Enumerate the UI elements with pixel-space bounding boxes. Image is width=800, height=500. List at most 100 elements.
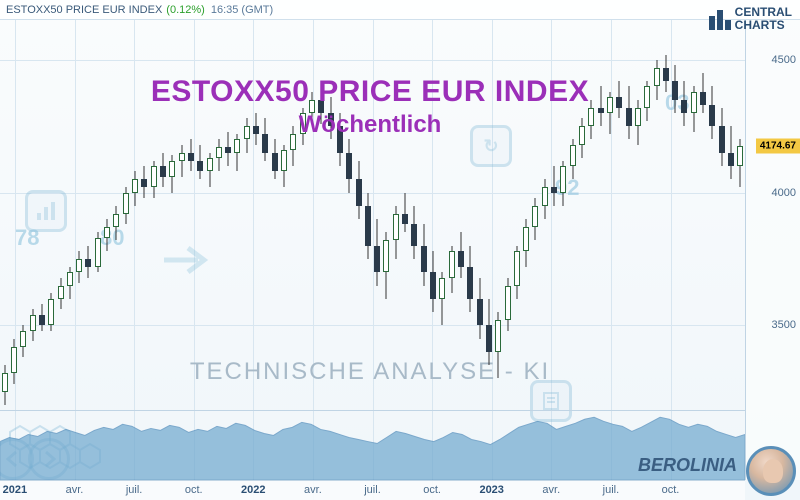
- candle: [374, 20, 380, 405]
- candle: [30, 20, 36, 405]
- candle: [169, 20, 175, 405]
- y-axis: 3500 4000 4500: [745, 20, 800, 480]
- candle: [356, 20, 362, 405]
- candle: [681, 20, 687, 405]
- brand-text: CENTRAL CHARTS: [735, 6, 792, 31]
- header-symbol: ESTOXX50 PRICE EUR INDEX: [6, 4, 162, 16]
- y-tick: 4500: [772, 54, 796, 66]
- candle: [11, 20, 17, 405]
- candle: [207, 20, 213, 405]
- candle: [486, 20, 492, 405]
- x-tick: juil.: [364, 484, 381, 496]
- candle: [551, 20, 557, 405]
- candle: [253, 20, 259, 405]
- candle: [365, 20, 371, 405]
- candle: [411, 20, 417, 405]
- candle: [290, 20, 296, 405]
- candle: [654, 20, 660, 405]
- branding-tag: BEROLINIA: [638, 455, 737, 476]
- candle: [542, 20, 548, 405]
- candle: [216, 20, 222, 405]
- candle: [262, 20, 268, 405]
- price-badge: 4174.67: [756, 139, 800, 154]
- candle: [197, 20, 203, 405]
- candle: [728, 20, 734, 405]
- volume-area: [0, 417, 745, 480]
- candle: [477, 20, 483, 405]
- candle: [523, 20, 529, 405]
- candle: [85, 20, 91, 405]
- price-chart[interactable]: [0, 20, 745, 405]
- candle: [616, 20, 622, 405]
- candle: [151, 20, 157, 405]
- x-tick: avr.: [304, 484, 322, 496]
- candle: [495, 20, 501, 405]
- x-tick: oct.: [185, 484, 203, 496]
- candle: [318, 20, 324, 405]
- x-tick: oct.: [662, 484, 680, 496]
- candle: [281, 20, 287, 405]
- volume-svg: [0, 411, 745, 480]
- candle: [67, 20, 73, 405]
- header-time: 16:35 (GMT): [211, 4, 273, 16]
- candle: [458, 20, 464, 405]
- brand-line1: CENTRAL: [735, 6, 792, 19]
- candle: [421, 20, 427, 405]
- y-tick: 3500: [772, 319, 796, 331]
- candle: [234, 20, 240, 405]
- candle: [579, 20, 585, 405]
- candle: [58, 20, 64, 405]
- candle: [225, 20, 231, 405]
- candle: [104, 20, 110, 405]
- candle: [179, 20, 185, 405]
- candle: [328, 20, 334, 405]
- candle: [672, 20, 678, 405]
- candle: [123, 20, 129, 405]
- candle: [132, 20, 138, 405]
- candle: [48, 20, 54, 405]
- candle: [244, 20, 250, 405]
- candle: [663, 20, 669, 405]
- x-tick: 2021: [3, 484, 27, 496]
- candle: [39, 20, 45, 405]
- x-tick: avr.: [66, 484, 84, 496]
- candle: [607, 20, 613, 405]
- brand-bars-icon: [709, 8, 731, 30]
- x-tick: avr.: [542, 484, 560, 496]
- candle: [737, 20, 743, 405]
- candle: [709, 20, 715, 405]
- volume-chart[interactable]: [0, 410, 745, 480]
- candle: [700, 20, 706, 405]
- brand-line2: CHARTS: [735, 19, 792, 32]
- brand-logo: CENTRAL CHARTS: [709, 6, 792, 31]
- candle: [467, 20, 473, 405]
- candle: [691, 20, 697, 405]
- candle: [337, 20, 343, 405]
- candle: [430, 20, 436, 405]
- header-change: (0.12%): [166, 4, 205, 16]
- candle: [141, 20, 147, 405]
- x-axis: 2021avr.juil.oct.2022avr.juil.oct.2023av…: [0, 480, 745, 500]
- x-tick: 2023: [479, 484, 503, 496]
- candle: [76, 20, 82, 405]
- candle: [644, 20, 650, 405]
- candle: [719, 20, 725, 405]
- candle: [532, 20, 538, 405]
- candle: [160, 20, 166, 405]
- header-bar: ESTOXX50 PRICE EUR INDEX (0.12%) 16:35 (…: [0, 0, 800, 20]
- candle: [95, 20, 101, 405]
- candle: [402, 20, 408, 405]
- candle: [598, 20, 604, 405]
- candle: [635, 20, 641, 405]
- candle: [514, 20, 520, 405]
- candle: [300, 20, 306, 405]
- candle: [560, 20, 566, 405]
- candle: [439, 20, 445, 405]
- candle: [188, 20, 194, 405]
- y-tick: 4000: [772, 187, 796, 199]
- candle: [588, 20, 594, 405]
- x-tick: oct.: [423, 484, 441, 496]
- x-tick: juil.: [126, 484, 143, 496]
- avatar-icon[interactable]: [746, 446, 796, 496]
- candle: [2, 20, 8, 405]
